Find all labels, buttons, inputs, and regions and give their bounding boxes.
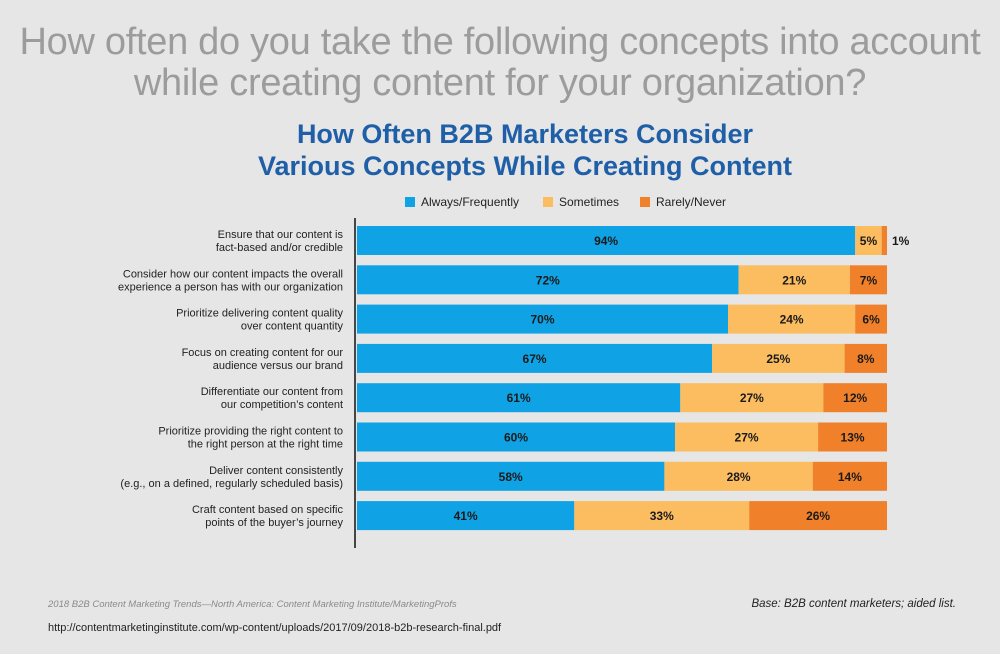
base-note: Base: B2B content marketers; aided list.	[751, 598, 956, 610]
bar-segment	[849, 265, 887, 295]
bar-segment	[357, 226, 856, 255]
data-label: 33%	[650, 509, 674, 523]
data-label: 70%	[530, 313, 554, 327]
chart-legend: Always/Frequently Sometimes Rarely/Never	[0, 195, 1000, 215]
legend-item: Always/Frequently	[405, 195, 519, 209]
data-label: 1%	[892, 234, 910, 248]
data-label: 94%	[594, 234, 618, 248]
data-label: 5%	[860, 234, 878, 248]
category-label: Differentiate our content from our compet…	[201, 386, 343, 411]
bar-segment	[712, 343, 845, 373]
chart-title-line: Various Concepts While Creating Content	[257, 151, 793, 181]
data-label: 21%	[782, 273, 806, 287]
data-label: 25%	[766, 352, 790, 366]
bar-segment	[357, 501, 575, 531]
bar-segment	[749, 501, 887, 531]
legend-swatch	[405, 197, 415, 207]
bar-segment	[675, 422, 819, 452]
data-label: 26%	[806, 509, 830, 523]
data-label: 58%	[499, 470, 523, 484]
legend-swatch	[640, 197, 650, 207]
bar-segment	[812, 461, 887, 491]
source-citation: 2018 B2B Content Marketing Trends—North …	[48, 599, 457, 610]
bar-segment	[574, 501, 750, 531]
data-label: 13%	[841, 431, 865, 445]
category-label: Craft content based on specific points of…	[192, 504, 344, 529]
data-label: 61%	[507, 391, 531, 405]
data-label: 8%	[857, 352, 875, 366]
bar-segment	[680, 383, 824, 413]
bar-segment	[728, 304, 856, 334]
legend-label: Rarely/Never	[656, 195, 727, 209]
data-label: 67%	[523, 352, 547, 366]
legend-item: Rarely/Never	[640, 195, 726, 209]
bar-segment	[357, 265, 739, 295]
legend-label: Sometimes	[559, 195, 620, 209]
category-label: Focus on creating content for our audienc…	[182, 347, 344, 372]
question-heading: How often do you take the following conc…	[19, 21, 981, 104]
bar-segment	[357, 304, 728, 334]
data-label: 12%	[843, 391, 867, 405]
bar-segment	[357, 343, 713, 373]
bar-segment	[823, 383, 887, 413]
bar-segment	[664, 461, 813, 491]
chart-title: How Often B2B Marketers Consider Various …	[0, 118, 1000, 182]
source-url: http://contentmarketinginstitute.com/wp-…	[48, 622, 502, 634]
data-label: 27%	[735, 431, 759, 445]
data-label: 60%	[504, 431, 528, 445]
data-label: 27%	[740, 391, 764, 405]
category-label: Ensure that our content is fact-based and…	[216, 229, 344, 254]
legend-swatch	[543, 197, 553, 207]
data-label: 7%	[860, 273, 878, 287]
bar-segment	[357, 461, 665, 491]
bar-segment	[855, 226, 882, 255]
category-label: Prioritize delivering content quality ove…	[176, 308, 343, 333]
chart-title-line: How Often B2B Marketers Consider	[296, 119, 754, 149]
bar-segment	[738, 265, 850, 295]
data-label: 41%	[454, 509, 478, 523]
category-label: Deliver content consistently (e.g., on a …	[120, 465, 343, 490]
category-label: Consider how our content impacts the ove…	[118, 268, 343, 293]
data-label: 14%	[838, 470, 862, 484]
bar-segment	[818, 422, 887, 452]
bar-segment	[855, 304, 887, 334]
data-label: 28%	[727, 470, 751, 484]
bar-segment	[357, 422, 675, 452]
category-label: Prioritize providing the right content t…	[158, 426, 343, 451]
bar-segment	[357, 383, 681, 413]
data-label: 24%	[780, 313, 804, 327]
data-label: 72%	[536, 273, 560, 287]
bar-segment	[881, 226, 887, 255]
data-label: 6%	[862, 313, 880, 327]
bar-segment	[844, 343, 887, 373]
legend-item: Sometimes	[543, 195, 619, 209]
legend-label: Always/Frequently	[421, 195, 520, 209]
